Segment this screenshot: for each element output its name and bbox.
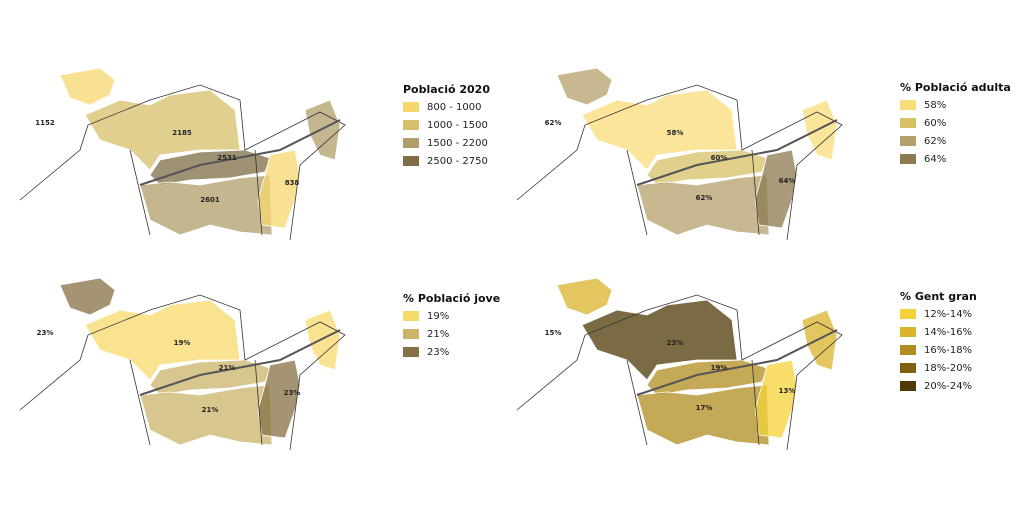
district (304, 99, 341, 161)
legend-label: 16%-18% (924, 345, 972, 356)
map-label: 62% (545, 119, 562, 127)
legend-title: % Població jove (403, 292, 500, 305)
map-label: 23% (667, 339, 684, 347)
legend-label: 12%-14% (924, 309, 972, 320)
legend-label: 60% (924, 118, 946, 129)
district (754, 149, 798, 229)
legend-title: % Gent gran (900, 290, 977, 303)
map-label: 13% (779, 387, 796, 395)
map-label: 2185 (172, 129, 192, 137)
district (139, 384, 273, 446)
legend-swatch (403, 102, 419, 112)
legend-label: 62% (924, 136, 946, 147)
map-label: 60% (711, 154, 728, 162)
legend-label: 2500 - 2750 (427, 156, 488, 167)
legend-swatch (403, 347, 419, 357)
map-label: 838 (285, 179, 300, 187)
legend-swatch (900, 136, 916, 146)
district (636, 174, 770, 236)
district (139, 174, 273, 236)
map-panel: 15% 23% 19% 13% 17% (516, 277, 843, 451)
map-label: 64% (779, 177, 796, 185)
map-label: 15% (545, 329, 562, 337)
legend-label: 1500 - 2200 (427, 138, 488, 149)
district (304, 309, 341, 371)
boundary (516, 84, 843, 241)
district (556, 67, 613, 106)
map-panel: 1152 2185 2531 838 2601 (19, 67, 346, 241)
legend-swatch (403, 329, 419, 339)
legend-swatch (900, 345, 916, 355)
legend-label: 20%-24% (924, 381, 972, 392)
legend-label: 18%-20% (924, 363, 972, 374)
map-label: 17% (696, 404, 713, 412)
map-label: 62% (696, 194, 713, 202)
map-panel: 23% 19% 21% 23% 21% (19, 277, 346, 451)
district (59, 277, 116, 316)
map-label: 1152 (35, 119, 55, 127)
district (801, 309, 838, 371)
legend-label: 64% (924, 154, 946, 165)
road (139, 329, 341, 396)
map-label: 58% (667, 129, 684, 137)
road (139, 119, 341, 186)
map-label: 23% (37, 329, 54, 337)
road (636, 329, 838, 396)
legend-label: 800 - 1000 (427, 102, 482, 113)
legend-label: 58% (924, 100, 946, 111)
legend-swatch (900, 100, 916, 110)
legend-swatch (403, 120, 419, 130)
map-label: 23% (284, 389, 301, 397)
legend-swatch (900, 154, 916, 164)
map-label: 2601 (200, 196, 220, 204)
legend-swatch (403, 156, 419, 166)
district (754, 359, 798, 439)
boundary (516, 294, 843, 451)
boundary (19, 294, 346, 451)
map-label: 2531 (217, 154, 237, 162)
map-label: 19% (711, 364, 728, 372)
legend-swatch (900, 327, 916, 337)
legend-label: 21% (427, 329, 449, 340)
legend-swatch (403, 311, 419, 321)
legend-label: 19% (427, 311, 449, 322)
legend-title: Població 2020 (403, 83, 490, 96)
legend-swatch (900, 381, 916, 391)
district (556, 277, 613, 316)
map-label: 19% (174, 339, 191, 347)
boundary (19, 84, 346, 241)
legend-title: % Població adulta (900, 81, 1011, 94)
road (636, 119, 838, 186)
district (257, 149, 301, 229)
map-panel: 62% 58% 60% 64% 62% (516, 67, 843, 241)
legend-swatch (900, 309, 916, 319)
map-label: 21% (219, 364, 236, 372)
legend-swatch (900, 118, 916, 128)
district (59, 67, 116, 106)
district (636, 384, 770, 446)
legend-swatch (403, 138, 419, 148)
legend-label: 14%-16% (924, 327, 972, 338)
legend-label: 1000 - 1500 (427, 120, 488, 131)
legend-label: 23% (427, 347, 449, 358)
district (257, 359, 301, 439)
legend-swatch (900, 363, 916, 373)
map-label: 21% (202, 406, 219, 414)
district (801, 99, 838, 161)
